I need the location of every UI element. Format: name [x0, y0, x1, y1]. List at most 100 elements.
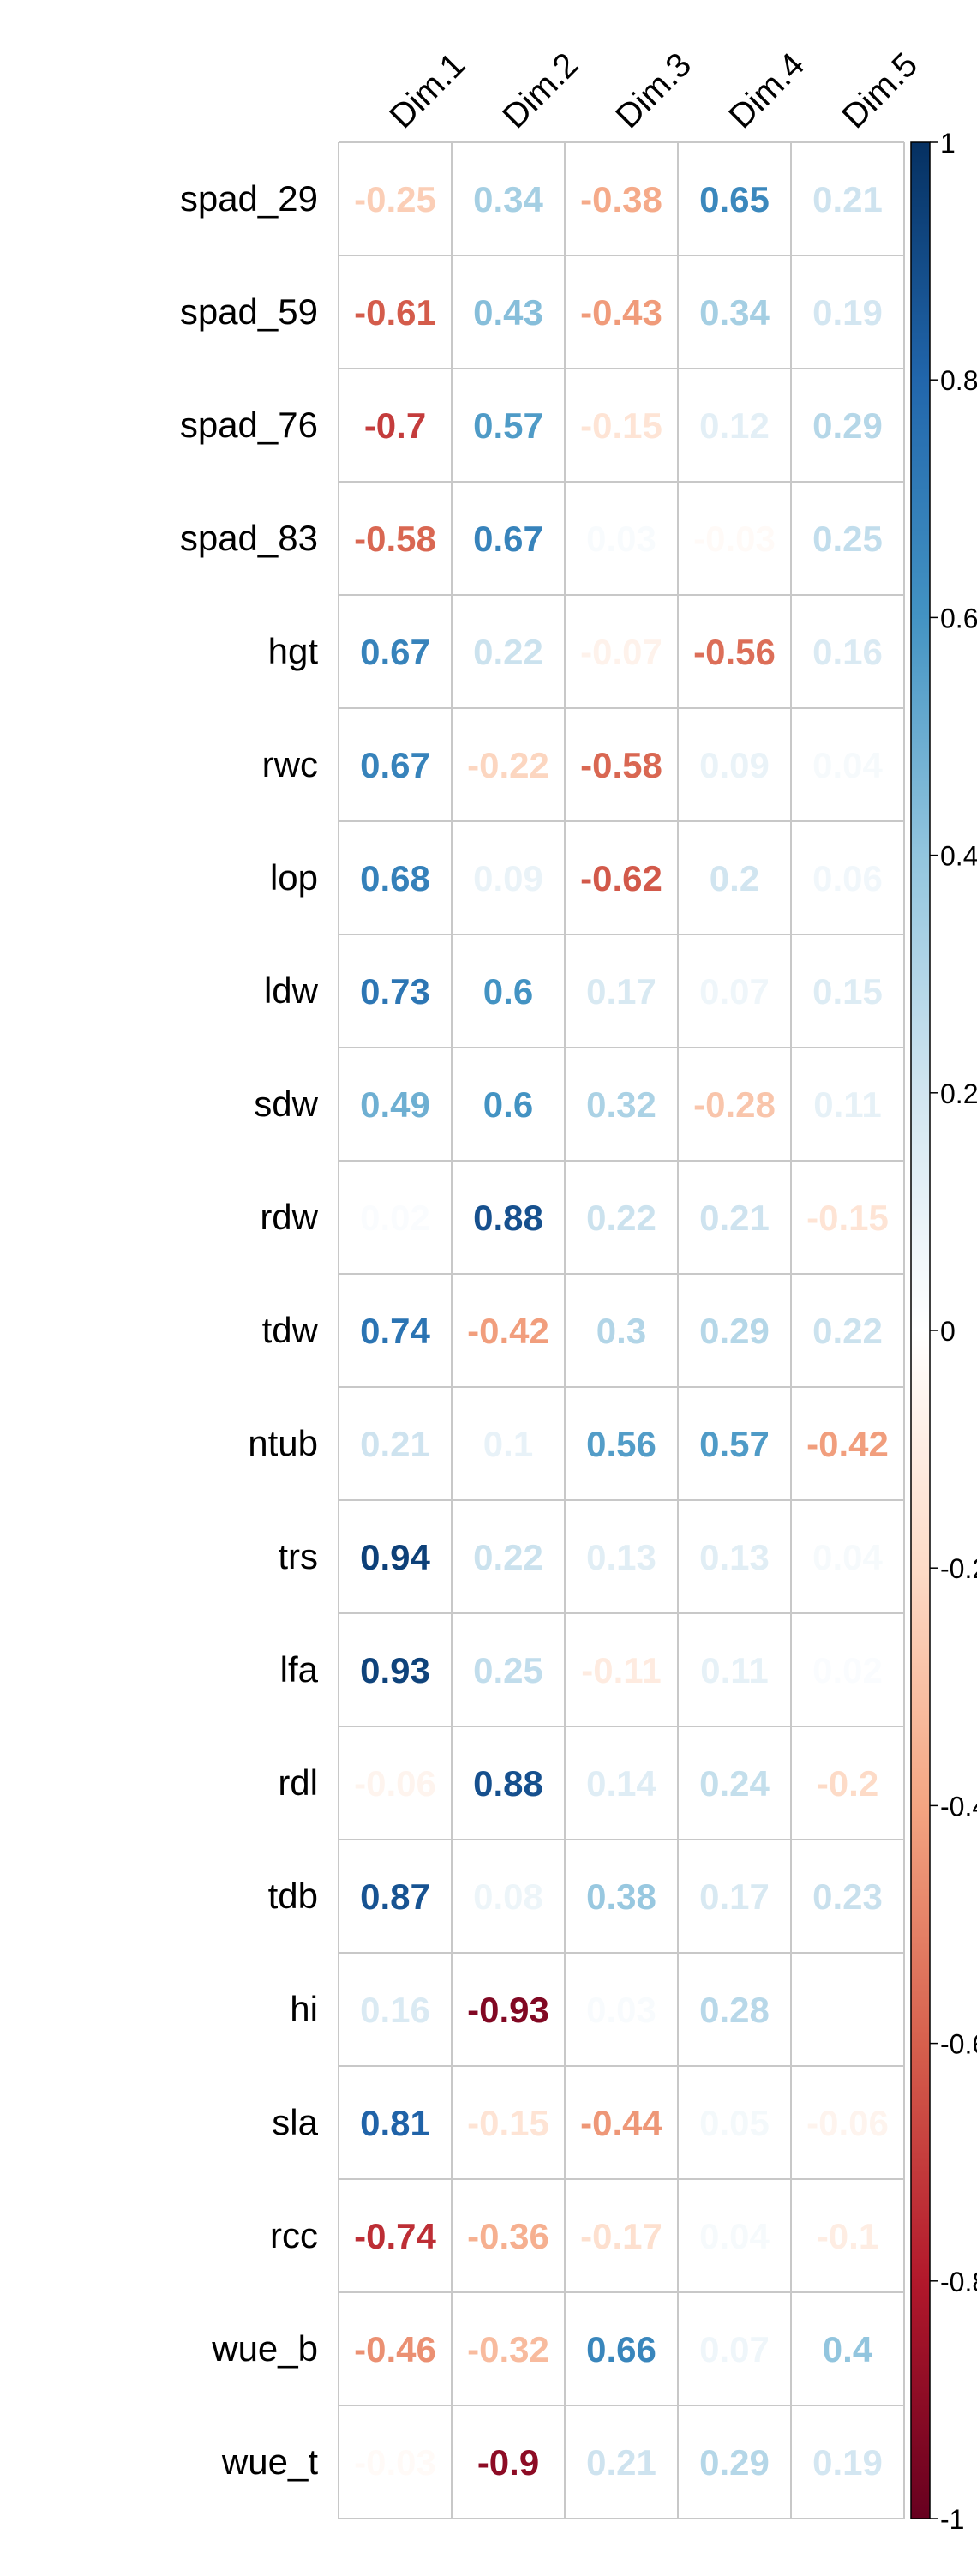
cell-value: 0.14	[586, 1763, 656, 1804]
cell-value: -0.74	[354, 2216, 436, 2256]
colorbar-tick-label: -0.4	[940, 1791, 977, 1822]
cell-value: 0.19	[812, 292, 883, 333]
colorbar-tick-label: 0	[940, 1316, 956, 1347]
cell-value: 0.22	[586, 1198, 656, 1238]
row-label: rcc	[270, 2215, 318, 2255]
cell-value: -0.28	[693, 1084, 776, 1125]
cell-value: -0.56	[693, 632, 776, 672]
cell-value: -0.36	[467, 2216, 549, 2256]
cell-value: -0.42	[467, 1311, 549, 1351]
colorbar-tick-label: -0.6	[940, 2029, 977, 2060]
cell-value: 0.4	[823, 2329, 873, 2369]
cell-value: 0.21	[812, 179, 883, 219]
column-label: Dim.2	[495, 45, 585, 135]
cell-value: -0.43	[580, 292, 662, 333]
row-label: spad_29	[180, 178, 318, 219]
cell-value: 0.03	[586, 1990, 656, 2030]
cell-value: 0.25	[812, 519, 883, 559]
row-label: wue_b	[211, 2328, 318, 2369]
cell-value: 0.87	[360, 1876, 430, 1917]
cell-value: -0.42	[806, 1424, 889, 1464]
cell-value: -0.38	[580, 179, 662, 219]
cell-value: 0.25	[473, 1650, 543, 1690]
cell-value: -0.7	[364, 405, 426, 446]
cell-value: 0.17	[586, 971, 656, 1012]
cell-value: 0.6	[483, 1084, 533, 1125]
cell-value: -0.2	[817, 1763, 878, 1804]
cell-value: 0.23	[812, 1876, 883, 1917]
cell-value: -0.22	[467, 745, 549, 785]
cell-value: 0.73	[360, 971, 430, 1012]
row-label: spad_76	[180, 405, 318, 445]
cell-value: -0.15	[580, 405, 662, 446]
cell-value: 0.49	[360, 1084, 430, 1125]
cell-value: -0.03	[693, 519, 776, 559]
cell-value: 0.43	[473, 292, 543, 333]
cell-value: 0.11	[700, 1650, 768, 1690]
cell-value: -0.1	[817, 2216, 878, 2256]
row-label: tdb	[268, 1876, 318, 1916]
colorbar-tick-label: -1	[940, 2504, 964, 2535]
cell-value: 0.22	[473, 632, 543, 672]
cell-value: 0.57	[473, 405, 543, 446]
cell-value: 0.38	[586, 1876, 656, 1917]
cell-value: 0.09	[699, 745, 770, 785]
row-label: rdw	[260, 1197, 318, 1237]
cell-value: 0.13	[699, 1537, 770, 1577]
cell-value: 0.34	[473, 179, 543, 219]
cell-value: 0.6	[483, 971, 533, 1012]
cell-value: -0.44	[580, 2103, 662, 2143]
cell-value: 0.02	[360, 1198, 430, 1238]
cell-value: 0.65	[699, 179, 770, 219]
cell-value: -0.62	[580, 858, 662, 898]
cell-value: 0.66	[586, 2329, 656, 2369]
colorbar-tick-label: 0.8	[940, 365, 977, 396]
row-label: trs	[278, 1536, 318, 1576]
cell-value: 0.21	[586, 2442, 656, 2483]
cell-value: 0.1	[483, 1424, 533, 1464]
row-label: tdw	[262, 1310, 319, 1350]
cell-value: 0.09	[473, 858, 543, 898]
cell-value: 0.67	[360, 632, 430, 672]
row-label: ldw	[264, 970, 319, 1011]
cell-value: 0.88	[473, 1763, 543, 1804]
column-label: Dim.1	[382, 45, 472, 135]
column-label: Dim.3	[608, 45, 698, 135]
colorbar-tick-label: 0.6	[940, 603, 977, 633]
cell-value: 0.15	[812, 971, 883, 1012]
cell-value: -0.06	[806, 2103, 889, 2143]
cell-value: -0.17	[580, 2216, 662, 2256]
column-label: Dim.4	[722, 45, 812, 135]
cell-value: 0.16	[360, 1990, 430, 2030]
cell-value: 0.94	[360, 1537, 430, 1577]
cell-value: 0.04	[812, 745, 883, 785]
cell-value: 0.22	[473, 1537, 543, 1577]
cell-value: 0.67	[360, 745, 430, 785]
row-label: sla	[272, 2102, 318, 2142]
cell-value: 0.08	[473, 1876, 543, 1917]
colorbar	[910, 141, 931, 2519]
cell-value: 0.88	[473, 1198, 543, 1238]
cell-value: 0.16	[812, 632, 883, 672]
cell-value: -0.58	[580, 745, 662, 785]
cell-value: -0.93	[467, 1990, 549, 2030]
column-label: Dim.5	[835, 45, 925, 135]
cell-value: 0.21	[699, 1198, 770, 1238]
row-label: wue_t	[221, 2441, 318, 2482]
cell-value: 0.07	[699, 971, 770, 1012]
cell-value: -0.25	[354, 179, 436, 219]
cell-value: 0.68	[360, 858, 430, 898]
cell-value: 0.21	[360, 1424, 430, 1464]
row-label: ntub	[248, 1423, 318, 1463]
row-label: hi	[290, 1989, 318, 2029]
cell-value: 0.11	[813, 1084, 881, 1125]
cell-value: 0.22	[812, 1311, 883, 1351]
cell-value: 0.3	[596, 1311, 646, 1351]
cell-value: 0.12	[699, 405, 770, 446]
cell-value: 0.28	[699, 1990, 770, 2030]
row-label: spad_59	[180, 291, 318, 332]
cell-value: 0.05	[699, 2103, 770, 2143]
cell-value: 0.74	[360, 1311, 430, 1351]
